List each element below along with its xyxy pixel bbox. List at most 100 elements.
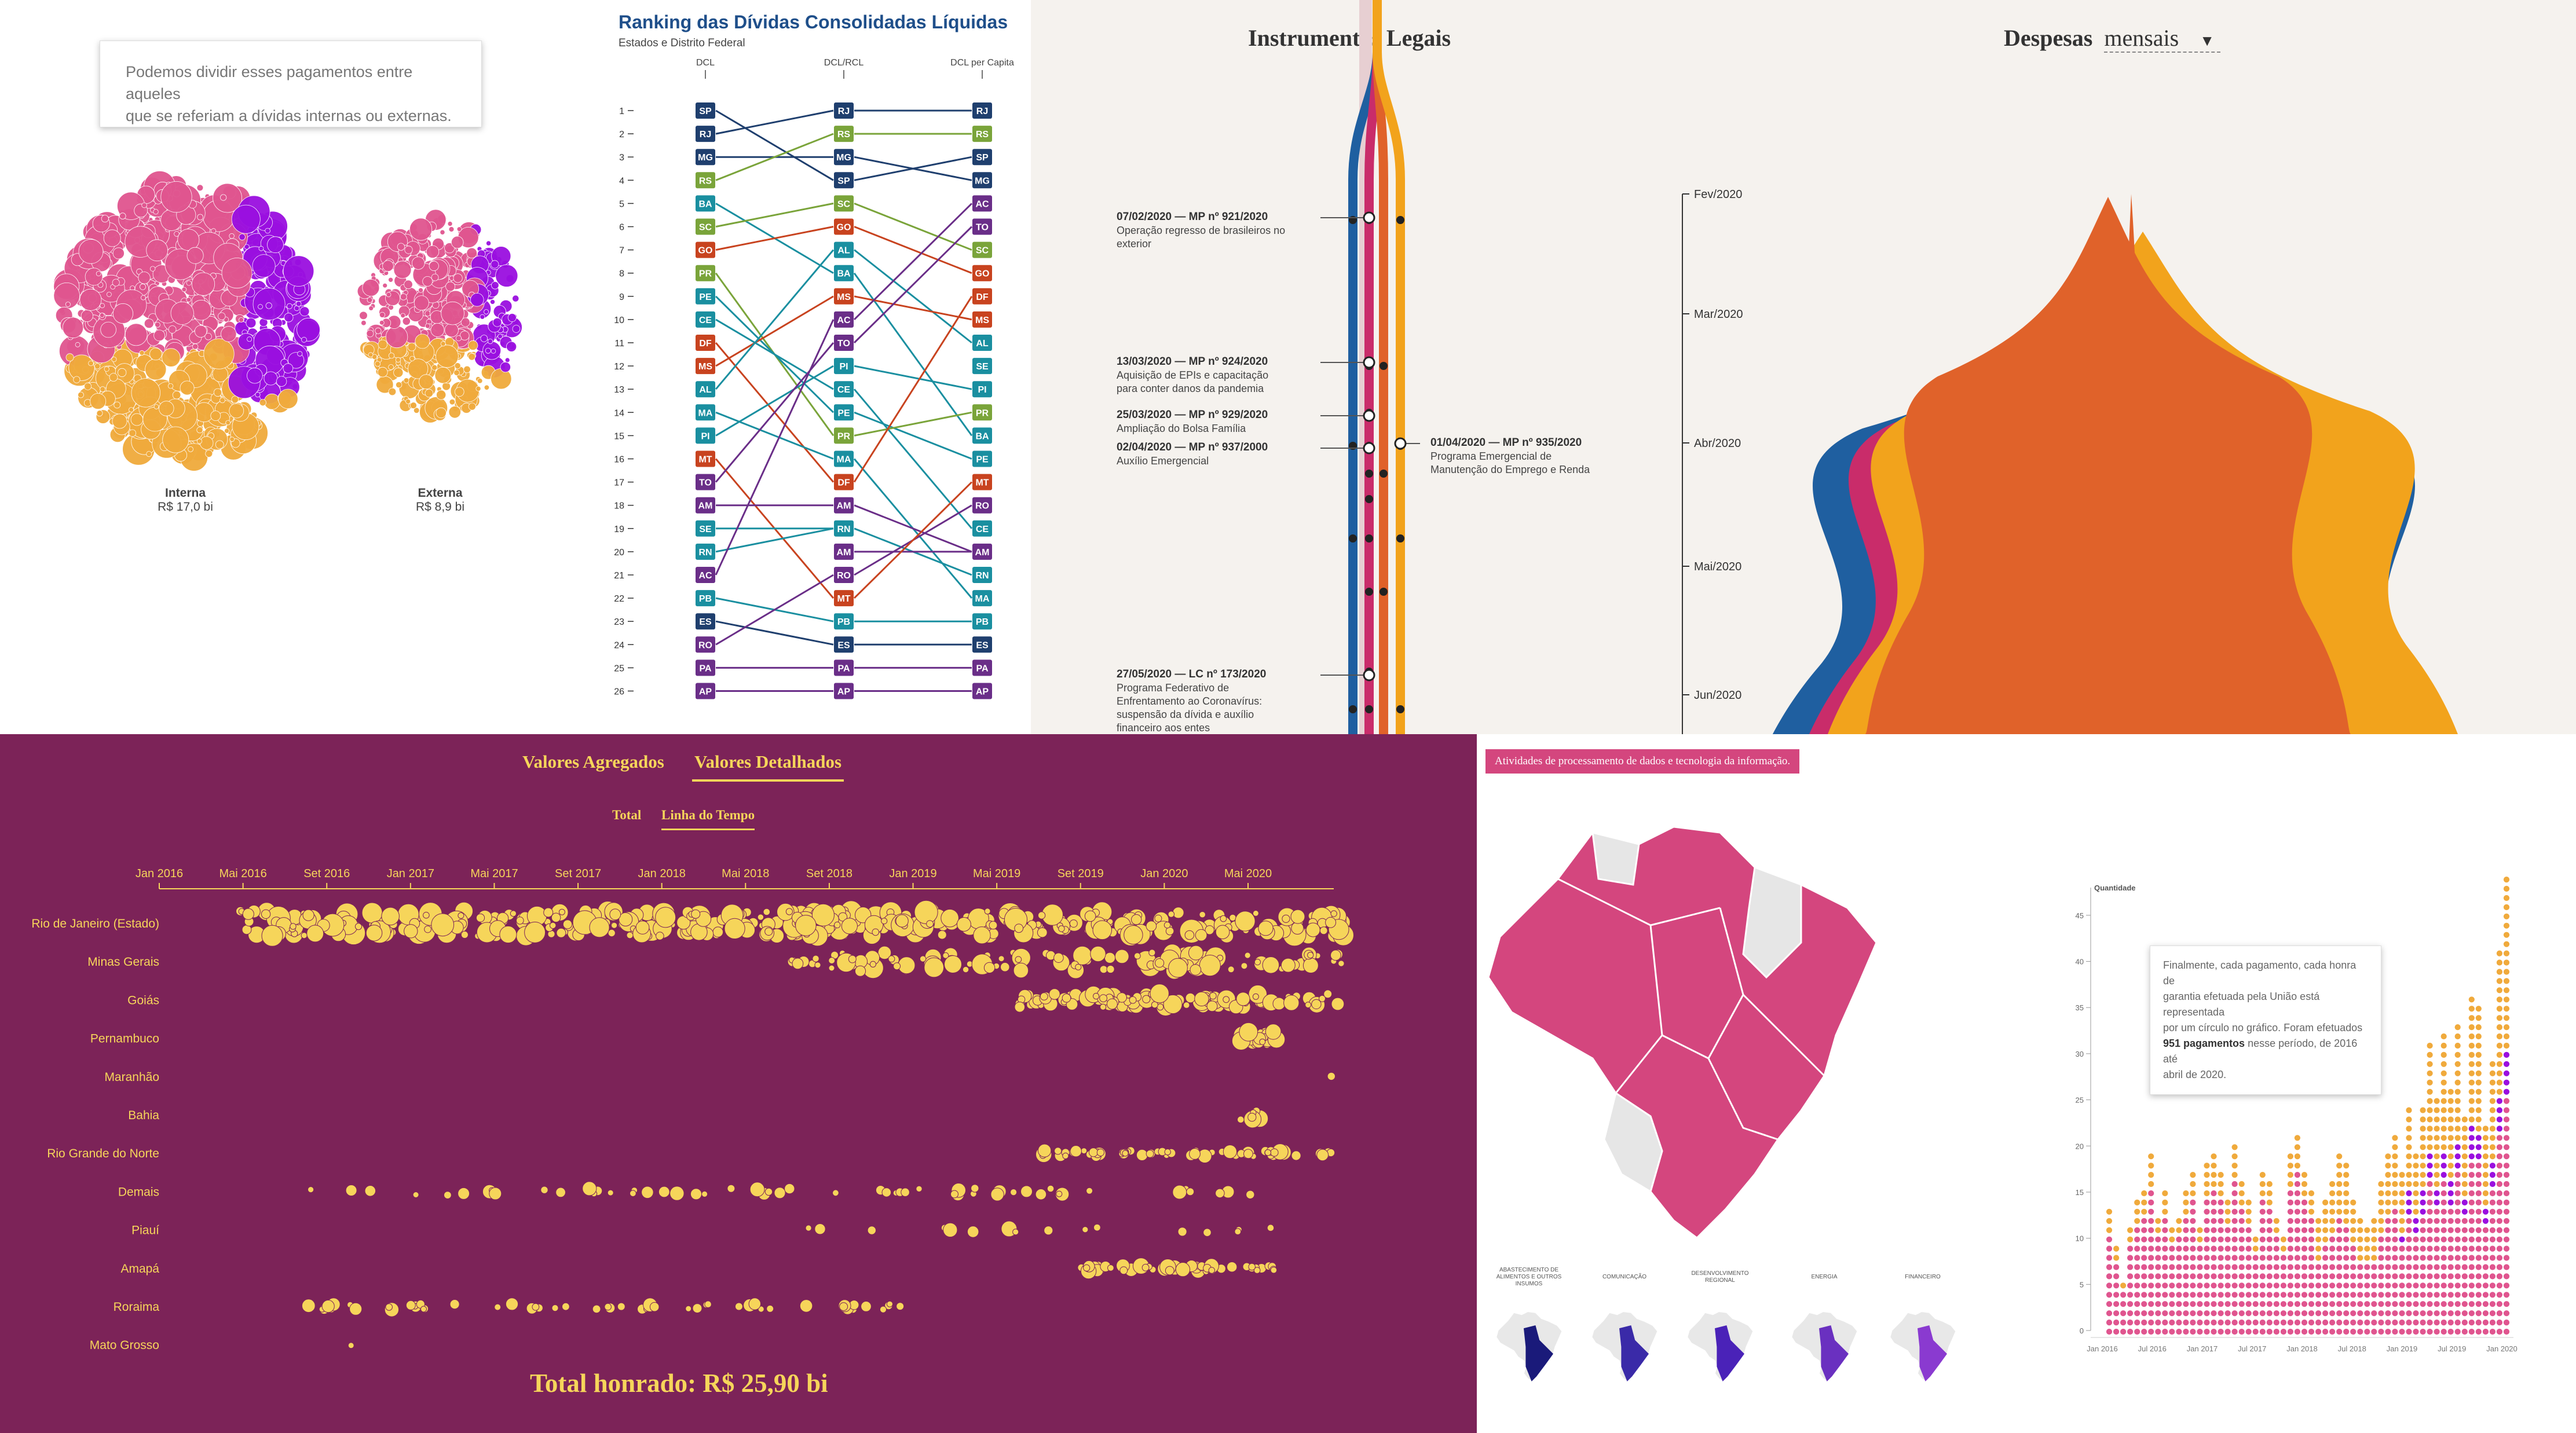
- event-desc: Enfrentamento ao Coronavírus:: [1117, 695, 1262, 707]
- payment-dot: [2218, 1328, 2224, 1335]
- bubble: [286, 303, 292, 309]
- small-map-highlight: [1619, 1325, 1649, 1381]
- payment-dot: [2406, 1282, 2412, 1289]
- payment-dot: [2322, 1292, 2329, 1298]
- payment-dot: [2287, 1320, 2293, 1326]
- payment-dot: [956, 917, 971, 932]
- tab-valores-agregados[interactable]: Valores Agregados: [522, 752, 664, 772]
- small-map-label: FINANCEIRO: [1905, 1274, 1941, 1280]
- subtab-linha-do-tempo[interactable]: Linha do Tempo: [661, 808, 755, 830]
- payment-dot: [2420, 1144, 2426, 1150]
- payment-dot: [2475, 1024, 2482, 1031]
- bubble: [484, 309, 489, 314]
- payment-dot: [2134, 1245, 2140, 1252]
- payment-dot: [1291, 922, 1304, 935]
- payment-dot: [2266, 1181, 2273, 1188]
- payment-dot: [2204, 1255, 2210, 1261]
- payment-dot: [834, 921, 841, 929]
- payment-dot: [2155, 1236, 2161, 1243]
- payment-dot: [2224, 1310, 2231, 1317]
- payment-dot: [2204, 1181, 2210, 1188]
- payment-dot: [2343, 1227, 2350, 1233]
- y-tick-label: 35: [2076, 1003, 2084, 1012]
- state-tag-label: PB: [837, 617, 850, 627]
- payment-dot: [2378, 1181, 2384, 1188]
- payment-dot: [2322, 1310, 2329, 1317]
- payment-dot: [2336, 1282, 2343, 1289]
- payment-dot: [2127, 1292, 2134, 1298]
- payment-dot: [2183, 1264, 2189, 1270]
- payment-dot: [2315, 1273, 2322, 1280]
- payment-dot: [2280, 1255, 2286, 1261]
- y-tick-label: 20: [2076, 1142, 2084, 1150]
- payment-dot: [2231, 1320, 2238, 1326]
- payment-dot: [2336, 1172, 2343, 1178]
- bubble: [431, 364, 438, 371]
- expense-select[interactable]: mensais ▼: [2104, 24, 2220, 53]
- payment-dot: [2336, 1310, 2343, 1317]
- bubble: [368, 306, 374, 311]
- payment-dot: [2440, 1107, 2447, 1113]
- payment-dot: [2183, 1255, 2189, 1261]
- payment-dot: [2440, 1061, 2447, 1067]
- payment-dot: [2322, 1273, 2329, 1280]
- state-tag: [972, 288, 992, 305]
- payment-dot: [2113, 1320, 2120, 1326]
- rank-number: 6: [619, 223, 624, 233]
- group-label-interna: Interna R$ 17,0 bi: [119, 486, 252, 514]
- state-tag: [696, 218, 715, 235]
- payment-dot: [2503, 1218, 2510, 1224]
- payment-dot: [2329, 1199, 2336, 1205]
- payment-dot: [1155, 958, 1165, 968]
- payment-dot: [2127, 1236, 2134, 1243]
- bubble: [150, 266, 156, 272]
- payment-dot: [2482, 1190, 2489, 1197]
- state-tag-label: DF: [837, 478, 850, 488]
- payment-dot: [2489, 1282, 2496, 1289]
- event-dot: [1365, 588, 1373, 596]
- bubble: [396, 382, 402, 389]
- payment-dot: [2134, 1208, 2140, 1215]
- tab-valores-detalhados[interactable]: Valores Detalhados: [692, 752, 844, 782]
- payment-dot: [2308, 1227, 2315, 1233]
- x-tick-label: Jan 2017: [2187, 1344, 2218, 1353]
- payment-dot: [2378, 1310, 2384, 1317]
- payment-dot: [2315, 1320, 2322, 1326]
- payment-dot: [2204, 1301, 2210, 1307]
- bubble: [213, 183, 243, 213]
- payment-dot: [2294, 1199, 2300, 1205]
- slope-line-pe: [854, 411, 972, 460]
- payment-dot: [2211, 1218, 2217, 1224]
- state-border: [1662, 907, 1744, 1060]
- payment-dot: [2266, 1310, 2273, 1317]
- payment-dot: [2454, 1051, 2461, 1058]
- payment-dot: [2218, 1264, 2224, 1270]
- payment-dot: [2447, 1292, 2454, 1298]
- payment-dot: [2162, 1301, 2168, 1307]
- payment-dot: [562, 919, 573, 929]
- subtab-total[interactable]: Total: [612, 808, 642, 822]
- bubble: [455, 335, 462, 342]
- payment-dot: [2134, 1301, 2140, 1307]
- payment-dot: [998, 955, 1005, 962]
- payment-dot: [1237, 1116, 1245, 1124]
- payment-dot: [828, 965, 835, 972]
- payment-dot: [1262, 956, 1280, 974]
- payment-dot: [649, 1302, 660, 1312]
- state-tag: [834, 590, 854, 607]
- payment-dot: [2454, 1024, 2461, 1031]
- payment-dot: [2420, 1282, 2426, 1289]
- payment-dot: [2183, 1292, 2189, 1298]
- payment-dot: [2406, 1208, 2412, 1215]
- payment-dot: [2447, 1245, 2454, 1252]
- payment-dot: [2447, 1163, 2454, 1169]
- payment-dot: [2503, 1070, 2510, 1076]
- payment-dot: [2113, 1273, 2120, 1280]
- payment-dot: [2224, 1301, 2231, 1307]
- payment-dot: [2197, 1227, 2203, 1233]
- payment-dot: [2329, 1273, 2336, 1280]
- payment-dot: [2322, 1227, 2329, 1233]
- bubble: [129, 429, 137, 437]
- rank-number: 17: [614, 478, 624, 488]
- payment-dot: [424, 925, 431, 933]
